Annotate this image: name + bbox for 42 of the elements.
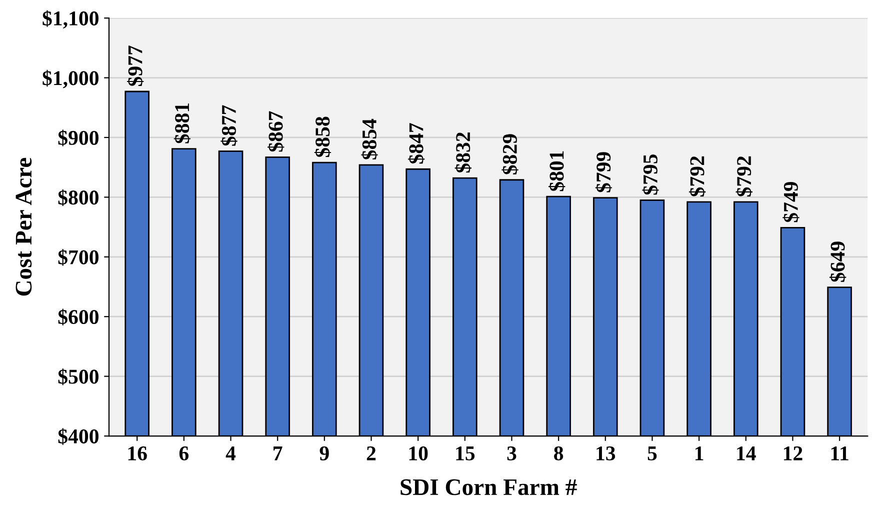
data-label: $829: [502, 134, 518, 174]
data-label: $649: [829, 242, 846, 282]
x-tick-label: 10: [409, 446, 428, 460]
data-label: $867: [268, 111, 284, 152]
x-tick-label: 16: [128, 446, 147, 460]
x-tick-label: 3: [507, 446, 516, 460]
data-label: $792: [736, 156, 752, 196]
data-label: $792: [688, 156, 706, 196]
x-tick-label: 14: [737, 446, 756, 460]
y-tick-label: $800: [58, 189, 98, 206]
data-label: $977: [127, 46, 144, 86]
y-axis-title: Cost Per Acre: [16, 158, 32, 296]
x-tick-label: 7: [274, 446, 282, 460]
data-label: $799: [595, 152, 612, 192]
data-label: $858: [314, 116, 332, 158]
data-label: $749: [782, 182, 800, 222]
x-tick-label: 12: [784, 446, 802, 460]
y-tick-label: $500: [58, 368, 98, 386]
x-tick-label: 1: [696, 446, 704, 460]
x-tick-label: 2: [366, 446, 376, 460]
y-tick-label: $600: [58, 308, 98, 326]
data-label: $854: [361, 118, 378, 160]
data-label: $801: [548, 151, 566, 192]
y-tick-label: $1,000: [42, 70, 98, 88]
y-tick-label: $700: [58, 249, 98, 266]
y-tick-label: $1,100: [42, 10, 98, 29]
x-tick-label: 11: [831, 446, 848, 460]
data-label: $847: [408, 123, 425, 164]
data-label: $832: [454, 132, 472, 173]
data-label: $795: [642, 154, 659, 195]
data-label: $877: [220, 105, 238, 146]
x-tick-label: 9: [320, 446, 329, 460]
data-label: $881: [174, 103, 191, 144]
x-tick-label: 4: [226, 446, 236, 460]
y-tick-label: $400: [58, 428, 98, 445]
y-tick-label: $900: [58, 130, 98, 146]
x-tick-label: 5: [648, 446, 657, 460]
x-tick-label: 15: [456, 446, 475, 460]
x-tick-label: 8: [554, 446, 564, 460]
x-tick-label: 6: [179, 446, 189, 460]
x-axis-title: SDI Corn Farm #: [400, 479, 577, 496]
x-tick-label: 13: [596, 446, 616, 460]
